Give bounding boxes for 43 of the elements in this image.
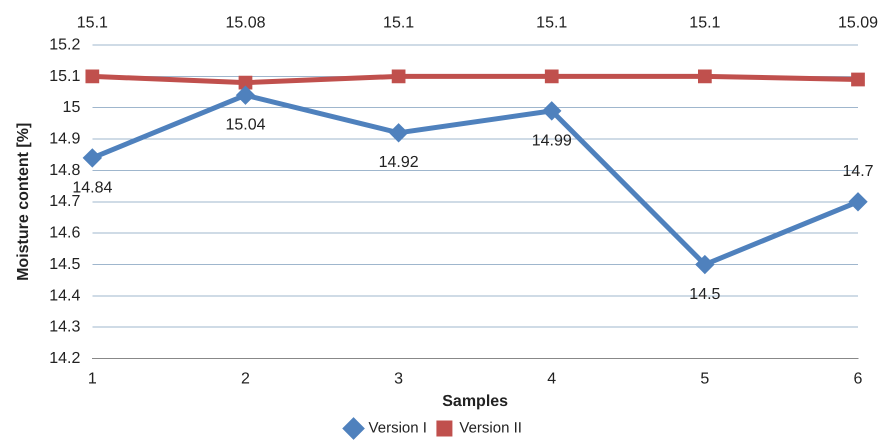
y-tick-label: 14.2 — [49, 350, 80, 368]
x-tick-label: 4 — [547, 370, 556, 388]
data-label: 14.5 — [689, 286, 721, 303]
point — [851, 72, 865, 86]
y-tick-label: 15 — [62, 99, 80, 116]
point — [695, 255, 714, 274]
point — [238, 76, 252, 90]
y-axis-title: Moisture content [%] — [15, 122, 32, 281]
data-label: 15.04 — [225, 116, 266, 134]
y-tick-label: 14.9 — [49, 130, 80, 148]
y-tick-label: 14.6 — [49, 224, 80, 242]
x-tick-label: 2 — [241, 370, 250, 388]
data-label: 15.08 — [225, 14, 266, 32]
y-tick-label: 14.5 — [49, 256, 80, 273]
x-tick-label: 1 — [88, 370, 97, 388]
point — [82, 148, 102, 168]
point — [544, 69, 559, 84]
point — [389, 123, 408, 142]
x-tick-label: 3 — [394, 370, 404, 388]
y-tick-label: 15.2 — [49, 36, 80, 54]
data-label: 15.09 — [838, 14, 878, 32]
x-tick-label: 6 — [854, 370, 863, 388]
y-tick-label: 15.1 — [49, 68, 80, 85]
point — [698, 69, 712, 84]
data-label: 14.92 — [378, 154, 419, 172]
point — [848, 192, 868, 212]
x-tick-label: 5 — [700, 370, 710, 388]
legend-label: Version II — [459, 420, 522, 437]
point — [85, 69, 100, 84]
y-tick-label: 14.8 — [49, 162, 80, 179]
y-tick-label: 14.3 — [49, 318, 80, 336]
data-label: 15.1 — [536, 14, 568, 32]
data-label: 14.99 — [532, 132, 572, 150]
data-label: 14.7 — [842, 163, 874, 180]
y-tick-label: 14.4 — [49, 287, 80, 304]
data-label: 15.1 — [689, 14, 721, 32]
data-label: 15.1 — [383, 14, 414, 32]
point — [392, 69, 406, 84]
x-axis-title: Samples — [442, 392, 508, 410]
data-label: 15.1 — [76, 14, 108, 32]
point — [542, 101, 562, 120]
point — [236, 86, 255, 105]
legend-label: Version I — [368, 420, 427, 437]
